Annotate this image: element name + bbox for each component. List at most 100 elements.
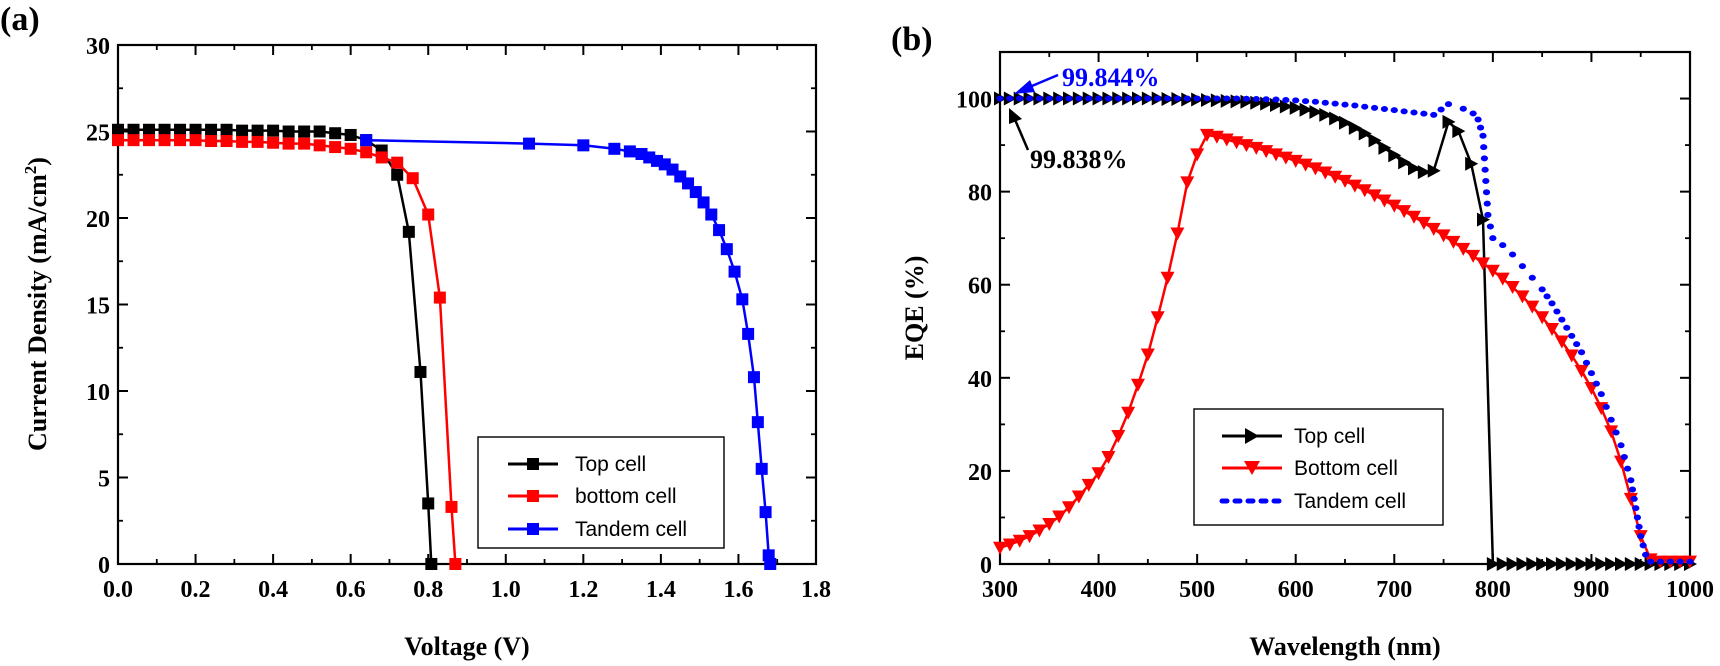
y-tick-label-b: 80	[968, 181, 992, 207]
x-tick-label-b: 800	[1475, 577, 1511, 603]
legend-entry-b-2: Bottom cell	[1222, 457, 1398, 480]
data-point-b-bottom-cell	[1476, 257, 1490, 271]
data-point-b-tandem-cell	[1627, 477, 1635, 484]
data-point-b-bottom-cell	[1170, 227, 1185, 241]
data-point-b-bottom-cell	[1032, 524, 1047, 538]
data-point-a-bottom-cell	[174, 134, 187, 147]
data-point-b-tandem-cell	[1292, 97, 1300, 104]
data-point-a-top-cell	[391, 168, 404, 181]
y-tick-label-b: 60	[968, 274, 992, 300]
data-point-b-tandem-cell	[1538, 286, 1546, 293]
data-point-b-bottom-cell	[1436, 229, 1451, 243]
series-line-a-bottom-cell	[118, 138, 457, 565]
data-point-b-top-cell	[1634, 557, 1648, 571]
data-point-a-bottom-cell	[406, 172, 419, 185]
x-tick-label-a: 1.0	[491, 577, 521, 603]
data-point-b-tandem-cell	[1623, 465, 1632, 472]
data-point-b-tandem-cell	[1676, 558, 1684, 565]
x-tick-label-b: 900	[1573, 577, 1609, 603]
data-point-b-tandem-cell	[1474, 116, 1482, 123]
data-point-b-tandem-cell	[1183, 95, 1191, 102]
data-point-b-bottom-cell	[1071, 490, 1086, 504]
data-point-b-tandem-cell	[1553, 308, 1561, 315]
data-point-b-tandem-cell	[996, 95, 1004, 102]
data-point-a-top-cell	[189, 123, 202, 136]
data-point-a-bottom-cell	[391, 156, 404, 169]
data-point-a-tandem-cell	[360, 134, 373, 147]
data-point-b-tandem-cell	[1006, 95, 1014, 102]
x-axis-title-a: Voltage (V)	[404, 632, 529, 661]
data-point-a-bottom-cell	[127, 134, 140, 147]
data-point-a-tandem-cell	[736, 293, 749, 306]
data-point-b-tandem-cell	[1430, 111, 1438, 118]
data-point-a-top-cell	[329, 127, 342, 140]
data-point-b-top-cell	[1270, 98, 1283, 113]
data-point-b-bottom-cell	[1397, 205, 1412, 219]
data-point-b-tandem-cell	[1301, 98, 1310, 105]
data-point-b-tandem-cell	[1686, 558, 1694, 565]
data-point-b-tandem-cell	[1437, 106, 1445, 113]
data-point-b-bottom-cell	[1485, 264, 1500, 278]
x-tick-label-a: 1.8	[801, 577, 831, 603]
y-tick-label-a: 15	[86, 294, 110, 320]
data-point-b-tandem-cell	[1483, 200, 1491, 207]
data-point-b-bottom-cell	[1180, 176, 1195, 190]
data-point-b-bottom-cell	[1525, 300, 1540, 314]
data-point-b-top-cell	[1388, 148, 1402, 163]
data-point-a-top-cell	[251, 124, 264, 137]
data-point-b-top-cell	[1358, 126, 1372, 141]
data-point-b-top-cell	[1319, 107, 1333, 122]
data-point-b-tandem-cell	[1642, 551, 1650, 558]
data-point-b-tandem-cell	[1114, 95, 1122, 102]
data-point-b-tandem-cell	[1481, 166, 1489, 173]
data-point-b-bottom-cell	[1387, 199, 1402, 213]
data-point-a-bottom-cell	[298, 137, 311, 150]
data-point-b-bottom-cell	[1249, 141, 1264, 155]
data-point-b-top-cell	[1289, 100, 1303, 115]
data-point-b-tandem-cell	[1370, 104, 1379, 111]
data-point-b-tandem-cell	[1499, 242, 1507, 249]
data-point-b-tandem-cell	[1635, 523, 1643, 530]
data-point-b-top-cell	[1624, 557, 1638, 571]
legend-label-a-2: bottom cell	[575, 485, 677, 508]
data-point-b-bottom-cell	[1111, 430, 1126, 443]
y-tick-label-a: 30	[86, 34, 110, 60]
data-point-b-bottom-cell	[1535, 311, 1550, 325]
data-point-b-top-cell	[1348, 120, 1362, 135]
data-point-b-tandem-cell	[1480, 155, 1489, 162]
data-point-b-tandem-cell	[1602, 403, 1610, 410]
legend-label-b-2: Bottom cell	[1294, 457, 1398, 480]
data-point-a-top-cell	[143, 123, 156, 136]
axis-ticks-a: 0.0 0.2 0.4 0.6 0.8 1.0 1.2 1.4 1.6 1.8 0 5 10 15 20 25…	[86, 34, 831, 603]
data-point-b-bottom-cell	[1407, 210, 1421, 224]
data-point-a-bottom-cell	[112, 134, 124, 147]
data-point-b-bottom-cell	[1160, 271, 1175, 285]
data-point-b-bottom-cell	[1298, 158, 1313, 172]
legend-marker-b-1	[1245, 428, 1259, 444]
y-axis-title-a: Current Density (mA/cm2)	[21, 157, 52, 451]
x-tick-label-a: 1.6	[723, 577, 753, 603]
data-point-a-bottom-cell	[445, 500, 458, 513]
data-point-a-tandem-cell	[689, 186, 702, 199]
data-point-a-top-cell	[220, 123, 233, 136]
data-point-a-tandem-cell	[697, 196, 710, 209]
data-point-b-top-cell	[1516, 557, 1530, 571]
data-point-b-tandem-cell	[1035, 95, 1044, 102]
data-point-b-tandem-cell	[1489, 235, 1497, 242]
data-point-b-bottom-cell	[1042, 517, 1057, 531]
data-point-b-top-cell	[1595, 557, 1609, 571]
data-point-b-tandem-cell	[1282, 96, 1290, 103]
data-point-a-tandem-cell	[577, 139, 590, 152]
y-tick-label-a: 5	[98, 467, 110, 493]
data-point-b-bottom-cell	[1190, 148, 1205, 162]
data-point-b-tandem-cell	[1420, 110, 1428, 117]
data-point-b-top-cell	[1368, 133, 1382, 148]
data-point-b-tandem-cell	[1630, 495, 1638, 502]
data-point-a-top-cell	[298, 125, 311, 138]
data-point-b-bottom-cell	[1456, 242, 1471, 256]
data-point-b-top-cell	[1575, 557, 1589, 571]
data-point-b-tandem-cell	[1646, 558, 1655, 565]
panel-label-a: (a)	[0, 1, 40, 38]
x-tick-label-a: 0.4	[258, 577, 288, 603]
data-point-b-bottom-cell	[1318, 166, 1333, 180]
